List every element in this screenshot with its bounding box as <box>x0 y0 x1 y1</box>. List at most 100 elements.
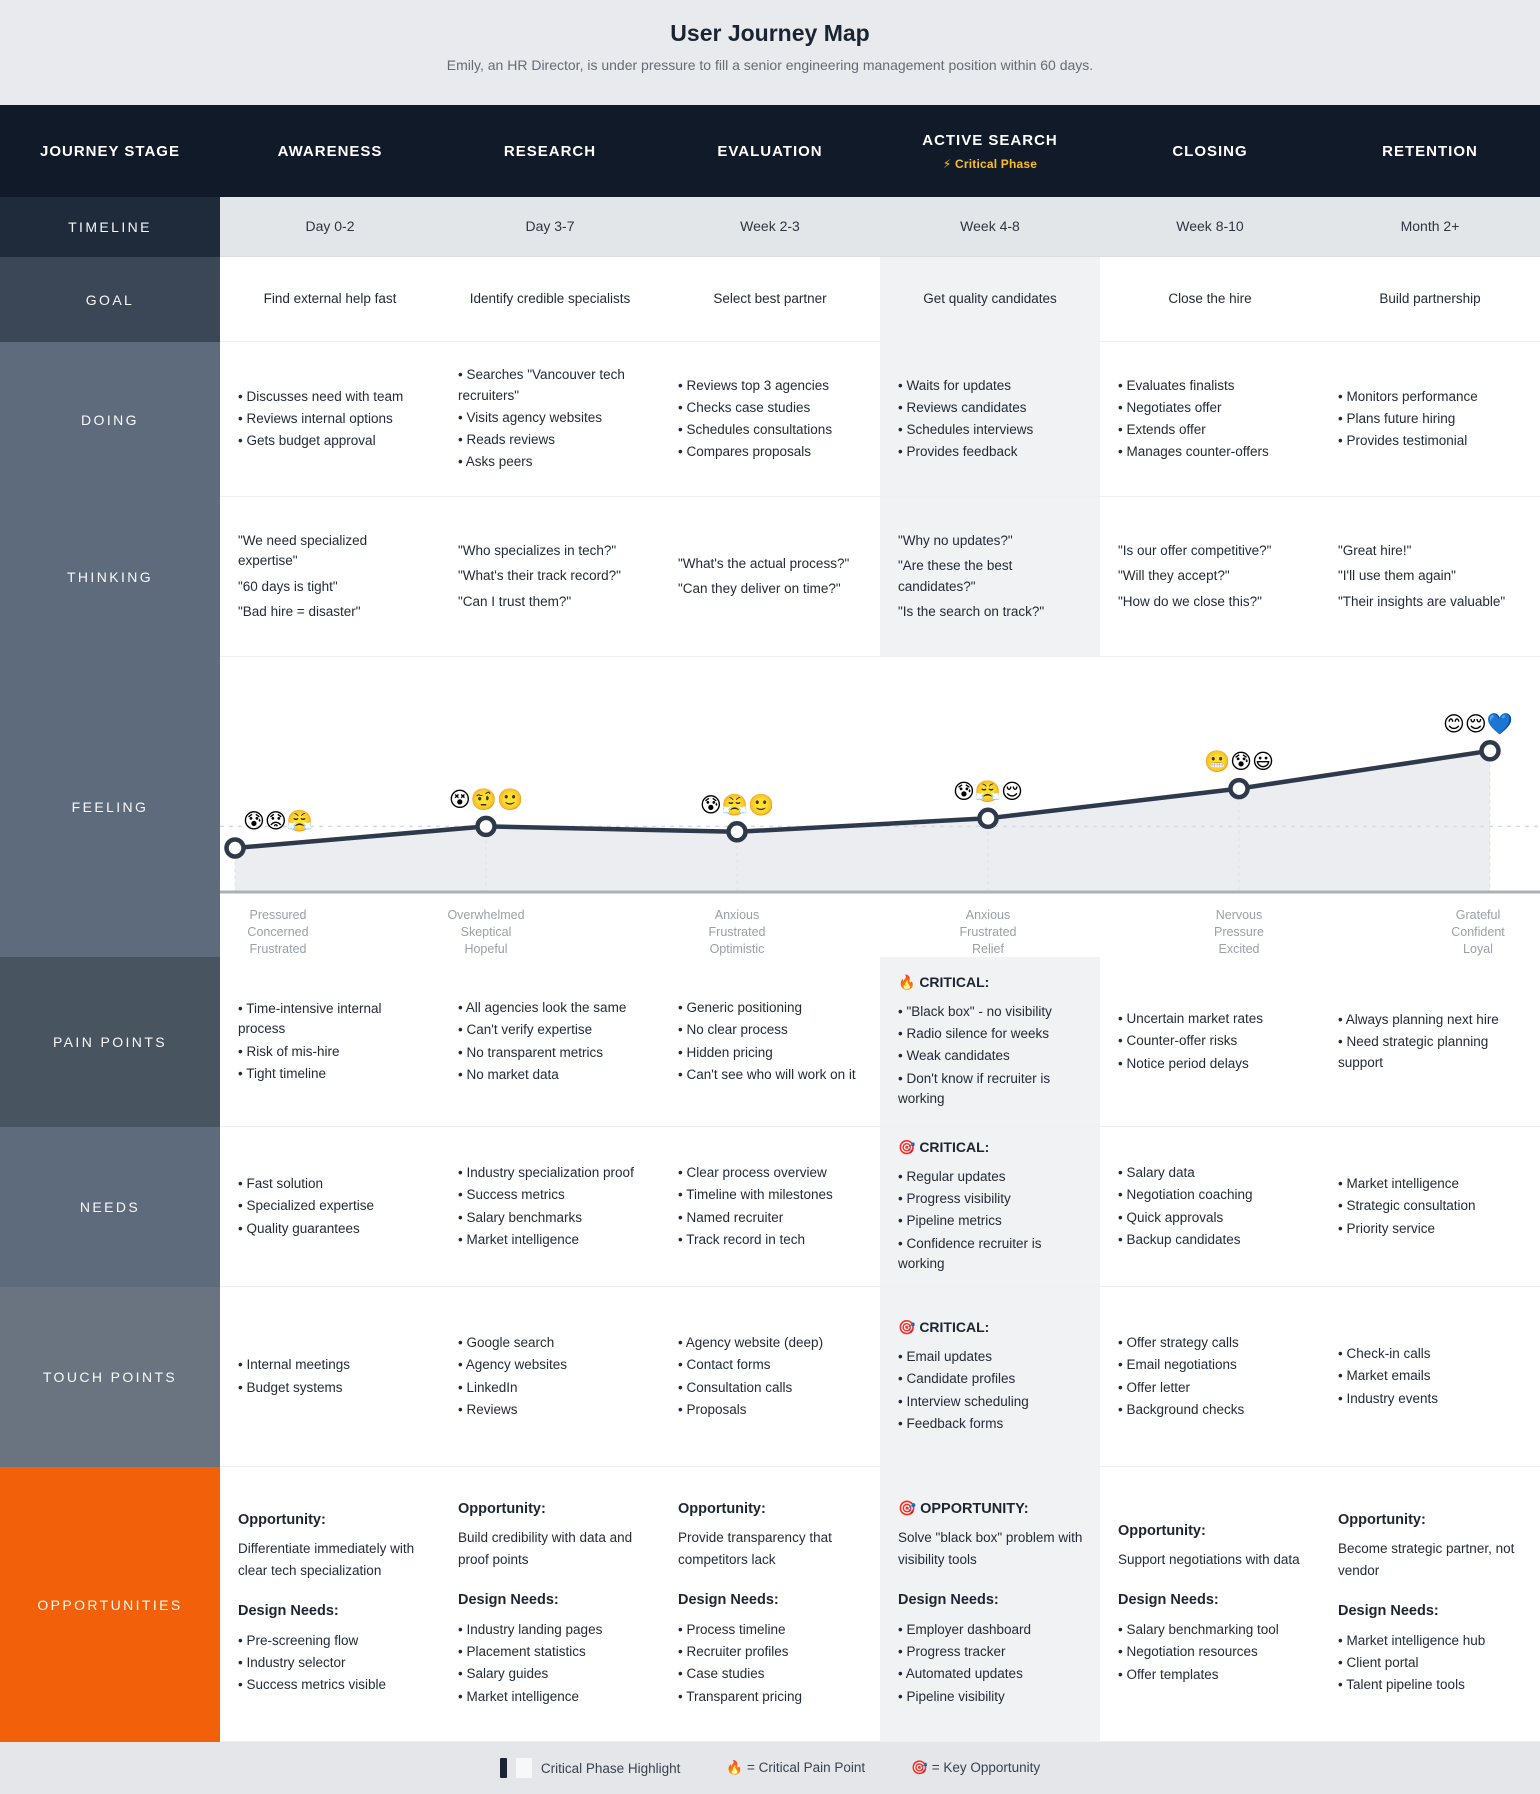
goal-row: GOAL Find external help fast Identify cr… <box>0 257 1540 342</box>
list-item: • Contact forms <box>678 1357 771 1373</box>
svg-text:Frustrated: Frustrated <box>250 942 307 956</box>
needs-retention: • Market intelligence • Strategic consult… <box>1320 1127 1540 1287</box>
svg-text:Overwhelmed: Overwhelmed <box>447 908 524 922</box>
stage-header-active-search-label: ACTIVE SEARCH <box>922 131 1058 149</box>
list-item: • Hidden pricing <box>678 1044 773 1060</box>
list-item: "Is the search on track?" <box>898 603 1045 619</box>
list-item: • Automated updates <box>898 1666 1023 1682</box>
svg-text:Confident: Confident <box>1451 925 1505 939</box>
legend-critical-phase: Critical Phase Highlight <box>499 1758 680 1778</box>
list-item: • "Black box" - no visibility <box>898 1003 1052 1019</box>
goal-research: Identify credible specialists <box>440 257 660 342</box>
goal-awareness: Find external help fast <box>220 257 440 342</box>
list-item: • Market intelligence <box>1338 1176 1460 1192</box>
doing-closing: • Evaluates finalists • Negotiates offer •… <box>1100 342 1320 497</box>
list-item: • Reviews internal options <box>238 410 393 426</box>
list-item: "How do we close this?" <box>1118 593 1262 609</box>
svg-text:Nervous: Nervous <box>1216 908 1263 922</box>
list-item: • Always planning next hire <box>1338 1012 1499 1028</box>
list-item: • No clear process <box>678 1022 788 1038</box>
svg-text:Anxious: Anxious <box>966 908 1010 922</box>
svg-text:😰😟😤: 😰😟😤 <box>243 809 313 833</box>
stage-header-retention: RETENTION <box>1382 142 1478 160</box>
touch-closing: • Offer strategy calls • Email negotiatio… <box>1100 1287 1320 1467</box>
list-item: • Progress visibility <box>898 1191 1011 1207</box>
list-item: "What's their track record?" <box>458 568 621 584</box>
goal-row-label: GOAL <box>0 257 220 342</box>
list-item: • Waits for updates <box>898 377 1012 393</box>
needs-awareness: • Fast solution • Specialized expertise • … <box>220 1127 440 1287</box>
touch-retention: • Check-in calls • Market emails • Industr… <box>1320 1287 1540 1467</box>
doing-row: DOING • Discusses need with team • Review… <box>0 342 1540 497</box>
touch-awareness: • Internal meetings • Budget systems <box>220 1287 440 1467</box>
list-item: • Talent pipeline tools <box>1338 1677 1465 1693</box>
critical-touch-heading: 🎯 CRITICAL: <box>898 1319 990 1335</box>
stage-header-row: JOURNEY STAGE AWARENESS RESEARCH EVALUAT… <box>0 105 1540 197</box>
timeline-row-label: TIMELINE <box>0 197 220 257</box>
list-item: • No transparent metrics <box>458 1044 604 1060</box>
page-subtitle: Emily, an HR Director, is under pressure… <box>446 57 1094 73</box>
stage-header-evaluation: EVALUATION <box>717 142 823 160</box>
svg-text:Hopeful: Hopeful <box>464 942 507 956</box>
list-item: • Offer letter <box>1118 1379 1191 1395</box>
opportunity-retention: Opportunity: Become strategic partner, n… <box>1320 1467 1540 1742</box>
doing-awareness: • Discusses need with team • Reviews inte… <box>220 342 440 497</box>
list-item: "We need specialized expertise" <box>238 533 368 569</box>
list-item: • Pipeline visibility <box>898 1688 1005 1704</box>
list-item: • Searches "Vancouver tech recruiters" <box>458 367 625 403</box>
list-item: • Asks peers <box>458 454 533 470</box>
list-item: • Proposals <box>678 1401 747 1417</box>
list-item: • Quick approvals <box>1118 1209 1224 1225</box>
list-item: • Uncertain market rates <box>1118 1011 1264 1027</box>
list-item: • Industry events <box>1338 1390 1439 1406</box>
thinking-awareness: "We need specialized expertise" "60 days … <box>220 497 440 657</box>
list-item: • Reviews <box>458 1401 518 1417</box>
doing-active-search: • Waits for updates • Reviews candidates •… <box>880 342 1100 497</box>
list-item: • Email negotiations <box>1118 1357 1237 1373</box>
list-item: • All agencies look the same <box>458 1000 627 1015</box>
opportunity-awareness: Opportunity: Differentiate immediately w… <box>220 1467 440 1742</box>
list-item: "Why no updates?" <box>898 533 1013 548</box>
list-item: • Radio silence for weeks <box>898 1026 1050 1042</box>
thinking-retention: "Great hire!" "I'll use them again" "Their… <box>1320 497 1540 657</box>
list-item: • Recruiter profiles <box>678 1644 789 1660</box>
svg-text:Optimistic: Optimistic <box>710 942 765 956</box>
list-item: • Visits agency websites <box>458 409 603 425</box>
list-item: • No market data <box>458 1066 559 1082</box>
list-item: • Schedules consultations <box>678 422 833 437</box>
list-item: • Salary guides <box>458 1666 549 1682</box>
critical-pain-heading: 🔥 CRITICAL: <box>898 973 990 990</box>
timeline-row: TIMELINE Day 0-2 Day 3-7 Week 2-3 Week 4… <box>0 197 1540 257</box>
page-title: User Journey Map <box>670 20 870 46</box>
svg-text:😵🤨🙂: 😵🤨🙂 <box>449 787 523 811</box>
list-item: • Reviews top 3 agencies <box>678 377 830 393</box>
pain-closing: • Uncertain market rates • Counter-offer … <box>1100 957 1320 1127</box>
highlight-bar-icon <box>499 1758 507 1778</box>
touch-points-row-label: TOUCH POINTS <box>0 1287 220 1467</box>
svg-text:Loyal: Loyal <box>1463 942 1493 956</box>
thinking-closing: "Is our offer competitive?" "Will they ac… <box>1100 497 1320 657</box>
highlight-swatch-icon <box>515 1758 532 1778</box>
list-item: • Tight timeline <box>238 1065 327 1081</box>
pain-retention: • Always planning next hire • Need strate… <box>1320 957 1540 1127</box>
list-item: • Evaluates finalists <box>1118 377 1235 393</box>
svg-text:Anxious: Anxious <box>715 908 759 922</box>
svg-text:Frustrated: Frustrated <box>709 925 766 939</box>
list-item: • Compares proposals <box>678 444 812 460</box>
list-item: • Agency websites <box>458 1357 568 1373</box>
list-item: • Negotiates offer <box>1118 399 1222 415</box>
list-item: • Regular updates <box>898 1168 1006 1184</box>
critical-needs-heading: 🎯 CRITICAL: <box>898 1138 990 1155</box>
list-item: • Google search <box>458 1335 555 1350</box>
list-item: • Check-in calls <box>1338 1346 1431 1362</box>
list-item: "60 days is tight" <box>238 578 338 594</box>
pain-evaluation: • Generic positioning • No clear process •… <box>660 957 880 1127</box>
svg-text:Concerned: Concerned <box>247 925 308 939</box>
timeline-research: Day 3-7 <box>440 197 660 257</box>
list-item: "Can they deliver on time?" <box>678 581 841 596</box>
legend-key-opportunity: 🎯 = Key Opportunity <box>911 1760 1040 1776</box>
goal-evaluation: Select best partner <box>660 257 880 342</box>
list-item: • Specialized expertise <box>238 1198 375 1214</box>
stage-header-closing: CLOSING <box>1172 142 1248 160</box>
list-item: • Placement statistics <box>458 1644 586 1660</box>
